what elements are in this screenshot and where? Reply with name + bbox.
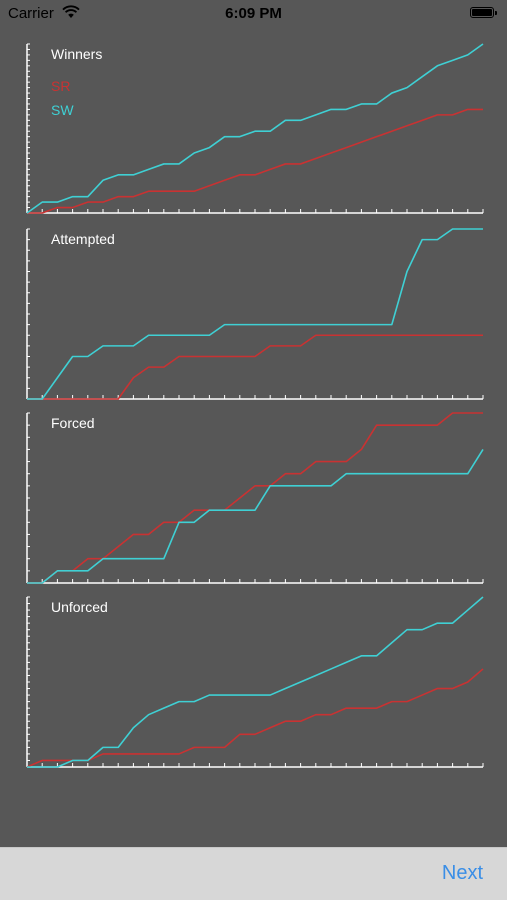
status-time: 6:09 PM [225, 5, 282, 22]
battery-icon [470, 7, 497, 18]
chart-title: Winners [51, 46, 102, 62]
chart-title: Forced [51, 415, 95, 431]
series-line-1 [27, 334, 483, 400]
wifi-icon [62, 5, 80, 18]
next-button[interactable]: Next [441, 862, 483, 884]
bottom-toolbar: Next [0, 847, 507, 900]
chart-title: Unforced [51, 599, 108, 615]
charts-area: Winners SR SW Attempted Forced Unforced [26, 43, 484, 768]
chart-title: Attempted [51, 231, 115, 247]
series-line-2 [27, 596, 484, 768]
status-bar: Carrier 6:09 PM [0, 0, 507, 28]
legend-entry: SR [51, 78, 70, 94]
series-line-1 [27, 108, 483, 214]
carrier-label: Carrier [8, 5, 54, 22]
series-line-2 [26, 43, 484, 214]
legend-entry: SW [51, 102, 74, 118]
series-line-2 [27, 449, 484, 584]
series-line-1 [27, 412, 483, 584]
series-line-1 [26, 668, 484, 768]
series-line-2 [27, 228, 483, 400]
